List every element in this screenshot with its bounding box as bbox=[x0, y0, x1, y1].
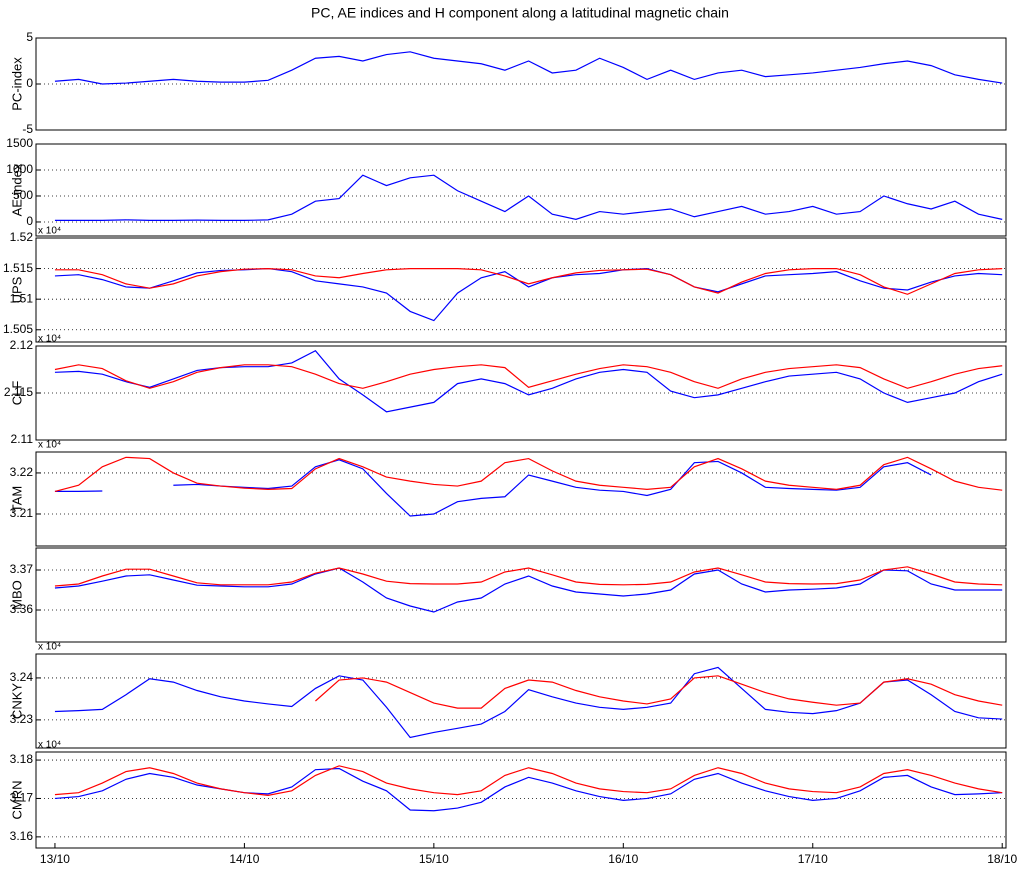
y-axis-label: CLF bbox=[9, 381, 24, 406]
x-tick-label: 16/10 bbox=[608, 852, 638, 866]
axis-multiplier: x 10⁴ bbox=[38, 642, 61, 653]
axes-frame bbox=[35, 237, 1007, 343]
y-tick-label: 0 bbox=[26, 76, 33, 90]
y-tick-label: 1.505 bbox=[3, 322, 33, 336]
y-tick-label: 500 bbox=[13, 188, 33, 202]
y-axis-label: TAM bbox=[9, 486, 24, 512]
y-tick-label: 1.515 bbox=[3, 261, 33, 275]
axes-frame bbox=[35, 653, 1007, 749]
y-tick-label: 3.36 bbox=[10, 602, 34, 616]
data-line bbox=[54, 267, 1003, 295]
y-tick-label: 3.21 bbox=[10, 506, 34, 520]
y-tick-label: 3.23 bbox=[10, 712, 34, 726]
y-tick-label: 3.17 bbox=[10, 791, 34, 805]
y-tick-label: 1000 bbox=[6, 162, 33, 176]
y-tick-label: 1.51 bbox=[10, 291, 34, 305]
data-line bbox=[54, 567, 1003, 613]
y-tick-label: 5 bbox=[26, 30, 33, 44]
data-line bbox=[54, 566, 1003, 587]
data-line bbox=[54, 767, 1003, 812]
data-line bbox=[54, 267, 1003, 322]
data-line bbox=[54, 765, 1003, 796]
x-tick-label: 15/10 bbox=[419, 852, 449, 866]
data-line bbox=[54, 174, 1003, 222]
y-tick-label: 3.24 bbox=[10, 670, 34, 684]
data-line bbox=[315, 675, 1003, 709]
data-line bbox=[54, 51, 1003, 85]
data-line bbox=[54, 459, 932, 517]
data-line bbox=[54, 364, 1003, 389]
y-tick-label: 1.52 bbox=[10, 230, 34, 244]
y-axis-label: CNKY bbox=[9, 683, 24, 719]
data-line bbox=[54, 666, 1003, 739]
axes-frame bbox=[35, 547, 1007, 643]
y-tick-label: 2.11 bbox=[11, 432, 34, 446]
axes-frame bbox=[35, 751, 1007, 849]
y-axis-label: PC-index bbox=[9, 57, 24, 111]
y-tick-label: -5 bbox=[22, 122, 33, 136]
y-tick-label: 3.18 bbox=[10, 752, 34, 766]
axis-multiplier: x 10⁴ bbox=[38, 740, 61, 751]
x-tick-label: 14/10 bbox=[229, 852, 259, 866]
data-line bbox=[54, 349, 1003, 413]
x-tick-label: 18/10 bbox=[987, 852, 1017, 866]
axis-multiplier: x 10⁴ bbox=[38, 440, 61, 451]
y-axis-label: MBO bbox=[9, 580, 24, 610]
axes-frame bbox=[35, 451, 1007, 547]
y-axis-label: AE-index bbox=[9, 163, 24, 216]
x-tick-label: 13/10 bbox=[40, 852, 70, 866]
y-tick-label: 2.12 bbox=[10, 338, 34, 352]
x-tick-label: 17/10 bbox=[798, 852, 828, 866]
y-axis-label: CMRN bbox=[9, 781, 24, 820]
y-tick-label: 1500 bbox=[6, 136, 33, 150]
y-tick-label: 3.16 bbox=[10, 829, 34, 843]
axis-multiplier: x 10⁴ bbox=[38, 334, 61, 345]
figure-title: PC, AE indices and H component along a l… bbox=[311, 5, 729, 21]
axis-multiplier: x 10⁴ bbox=[38, 226, 61, 237]
y-tick-label: 3.37 bbox=[10, 562, 34, 576]
y-tick-label: 2.115 bbox=[4, 385, 33, 399]
data-line bbox=[54, 456, 1003, 492]
y-axis-label: UPS bbox=[9, 276, 24, 303]
y-tick-label: 0 bbox=[26, 214, 33, 228]
y-tick-label: 3.22 bbox=[10, 465, 34, 479]
